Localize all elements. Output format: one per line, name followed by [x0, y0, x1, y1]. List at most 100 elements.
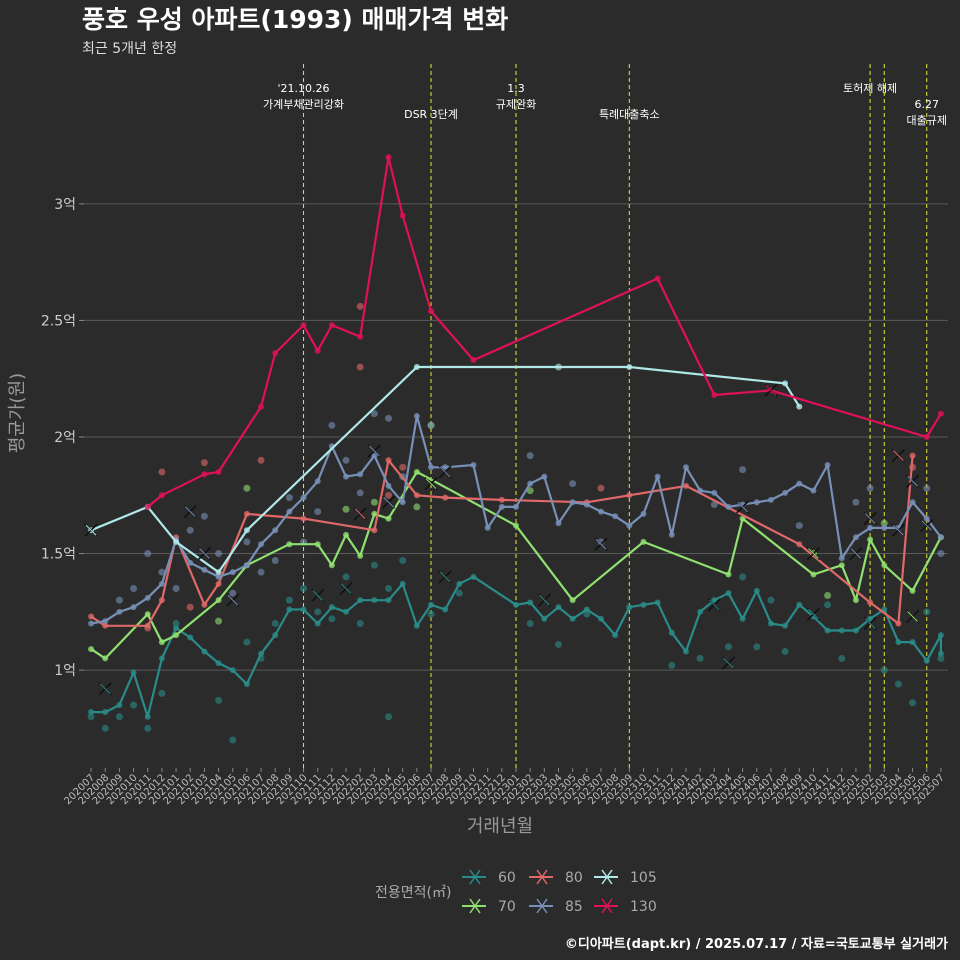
series-point: [470, 461, 477, 468]
legend-label: 105: [630, 870, 657, 886]
series-point: [442, 606, 449, 613]
legend-item: 130: [594, 898, 657, 915]
series-point: [838, 627, 845, 634]
series-point: [102, 618, 109, 625]
scatter-point: [526, 619, 534, 627]
series-point: [513, 503, 519, 510]
series-point: [300, 322, 307, 329]
series-point: [215, 580, 222, 587]
series-point: [258, 541, 265, 548]
series-point: [130, 669, 137, 676]
scatter-point: [569, 480, 577, 488]
scatter-point: [158, 568, 166, 576]
series-point: [130, 604, 137, 611]
series-point: [173, 538, 180, 545]
cross-markers: [84, 383, 934, 696]
series-line-130: [147, 156, 942, 508]
series-point: [371, 527, 378, 534]
series-point: [654, 599, 661, 606]
series-point: [909, 639, 916, 646]
scatter-point: [597, 484, 605, 492]
series-point: [413, 413, 420, 419]
scatter-point: [285, 596, 293, 604]
series-point: [909, 499, 916, 506]
series-point: [796, 403, 803, 410]
series-point: [201, 648, 208, 655]
series-point: [158, 492, 165, 499]
series-point: [102, 622, 109, 629]
series-point: [272, 527, 279, 534]
series-point: [215, 468, 222, 475]
y-tick-label: 2.5억: [41, 313, 76, 329]
series-point: [187, 559, 194, 566]
series-point: [498, 496, 505, 503]
cross-marker: [863, 512, 877, 526]
series-point: [923, 515, 930, 522]
scatter-point: [880, 666, 888, 674]
series-point: [144, 594, 151, 601]
legend-swatch-cross: [536, 869, 548, 885]
event-label: '21.10.26: [278, 82, 330, 95]
series-point: [626, 364, 633, 371]
series-point: [682, 648, 689, 655]
series-point: [314, 541, 321, 548]
series-point: [229, 667, 236, 674]
series-point: [682, 464, 689, 471]
legend-item: 105: [594, 869, 657, 886]
scatter-point: [200, 512, 208, 520]
series-point: [796, 480, 803, 487]
scatter-point: [937, 654, 945, 662]
scatter-point: [385, 585, 393, 593]
series-point: [852, 534, 859, 541]
scatter-point: [724, 643, 732, 651]
scatter-point: [243, 638, 251, 646]
series-point: [314, 478, 321, 485]
chart-title: 풍호 우성 아파트(1993) 매매가격 변화: [82, 5, 508, 34]
series-point: [158, 597, 165, 604]
series-point: [838, 562, 845, 569]
series-point: [144, 713, 151, 720]
scatter-point: [243, 538, 251, 546]
series-point: [215, 573, 222, 580]
series-point: [385, 597, 392, 604]
series-point: [385, 154, 392, 161]
series-point: [527, 480, 534, 487]
series-point: [937, 632, 944, 639]
scatter-point: [300, 585, 308, 593]
series-point: [258, 403, 265, 410]
y-tick-label: 1억: [54, 663, 76, 679]
series-point: [343, 473, 350, 480]
cross-marker: [736, 500, 750, 514]
series-point: [215, 660, 222, 667]
scatter-point: [356, 489, 364, 497]
series-point: [158, 655, 165, 662]
series-point: [711, 392, 718, 399]
series-point: [385, 482, 392, 489]
scatter-point: [186, 526, 194, 534]
event-label: DSR 3단계: [404, 108, 458, 121]
series-point: [541, 615, 548, 622]
series-point: [725, 503, 732, 510]
x-axis-ticks: 2020072020082020092020102020112020122021…: [62, 768, 947, 807]
series-point: [286, 606, 293, 613]
series-point: [597, 508, 604, 515]
legend-item: 85: [529, 898, 583, 915]
scatter-point: [215, 550, 223, 558]
scatter-point: [385, 491, 393, 499]
series-point: [385, 515, 392, 522]
scatter-point: [356, 363, 364, 371]
y-axis-title: 평균가(원): [7, 373, 28, 453]
series-point: [371, 597, 378, 604]
series-point: [88, 709, 95, 716]
scatter-point: [342, 505, 350, 513]
series-point: [867, 599, 874, 606]
scatter-point: [342, 456, 350, 464]
cross-marker: [906, 474, 920, 488]
series-point: [739, 515, 746, 522]
cross-stroke: [227, 594, 239, 606]
cross-marker: [197, 546, 211, 561]
scatter-point: [399, 557, 407, 565]
series-point: [343, 608, 350, 615]
series-point: [456, 580, 463, 587]
